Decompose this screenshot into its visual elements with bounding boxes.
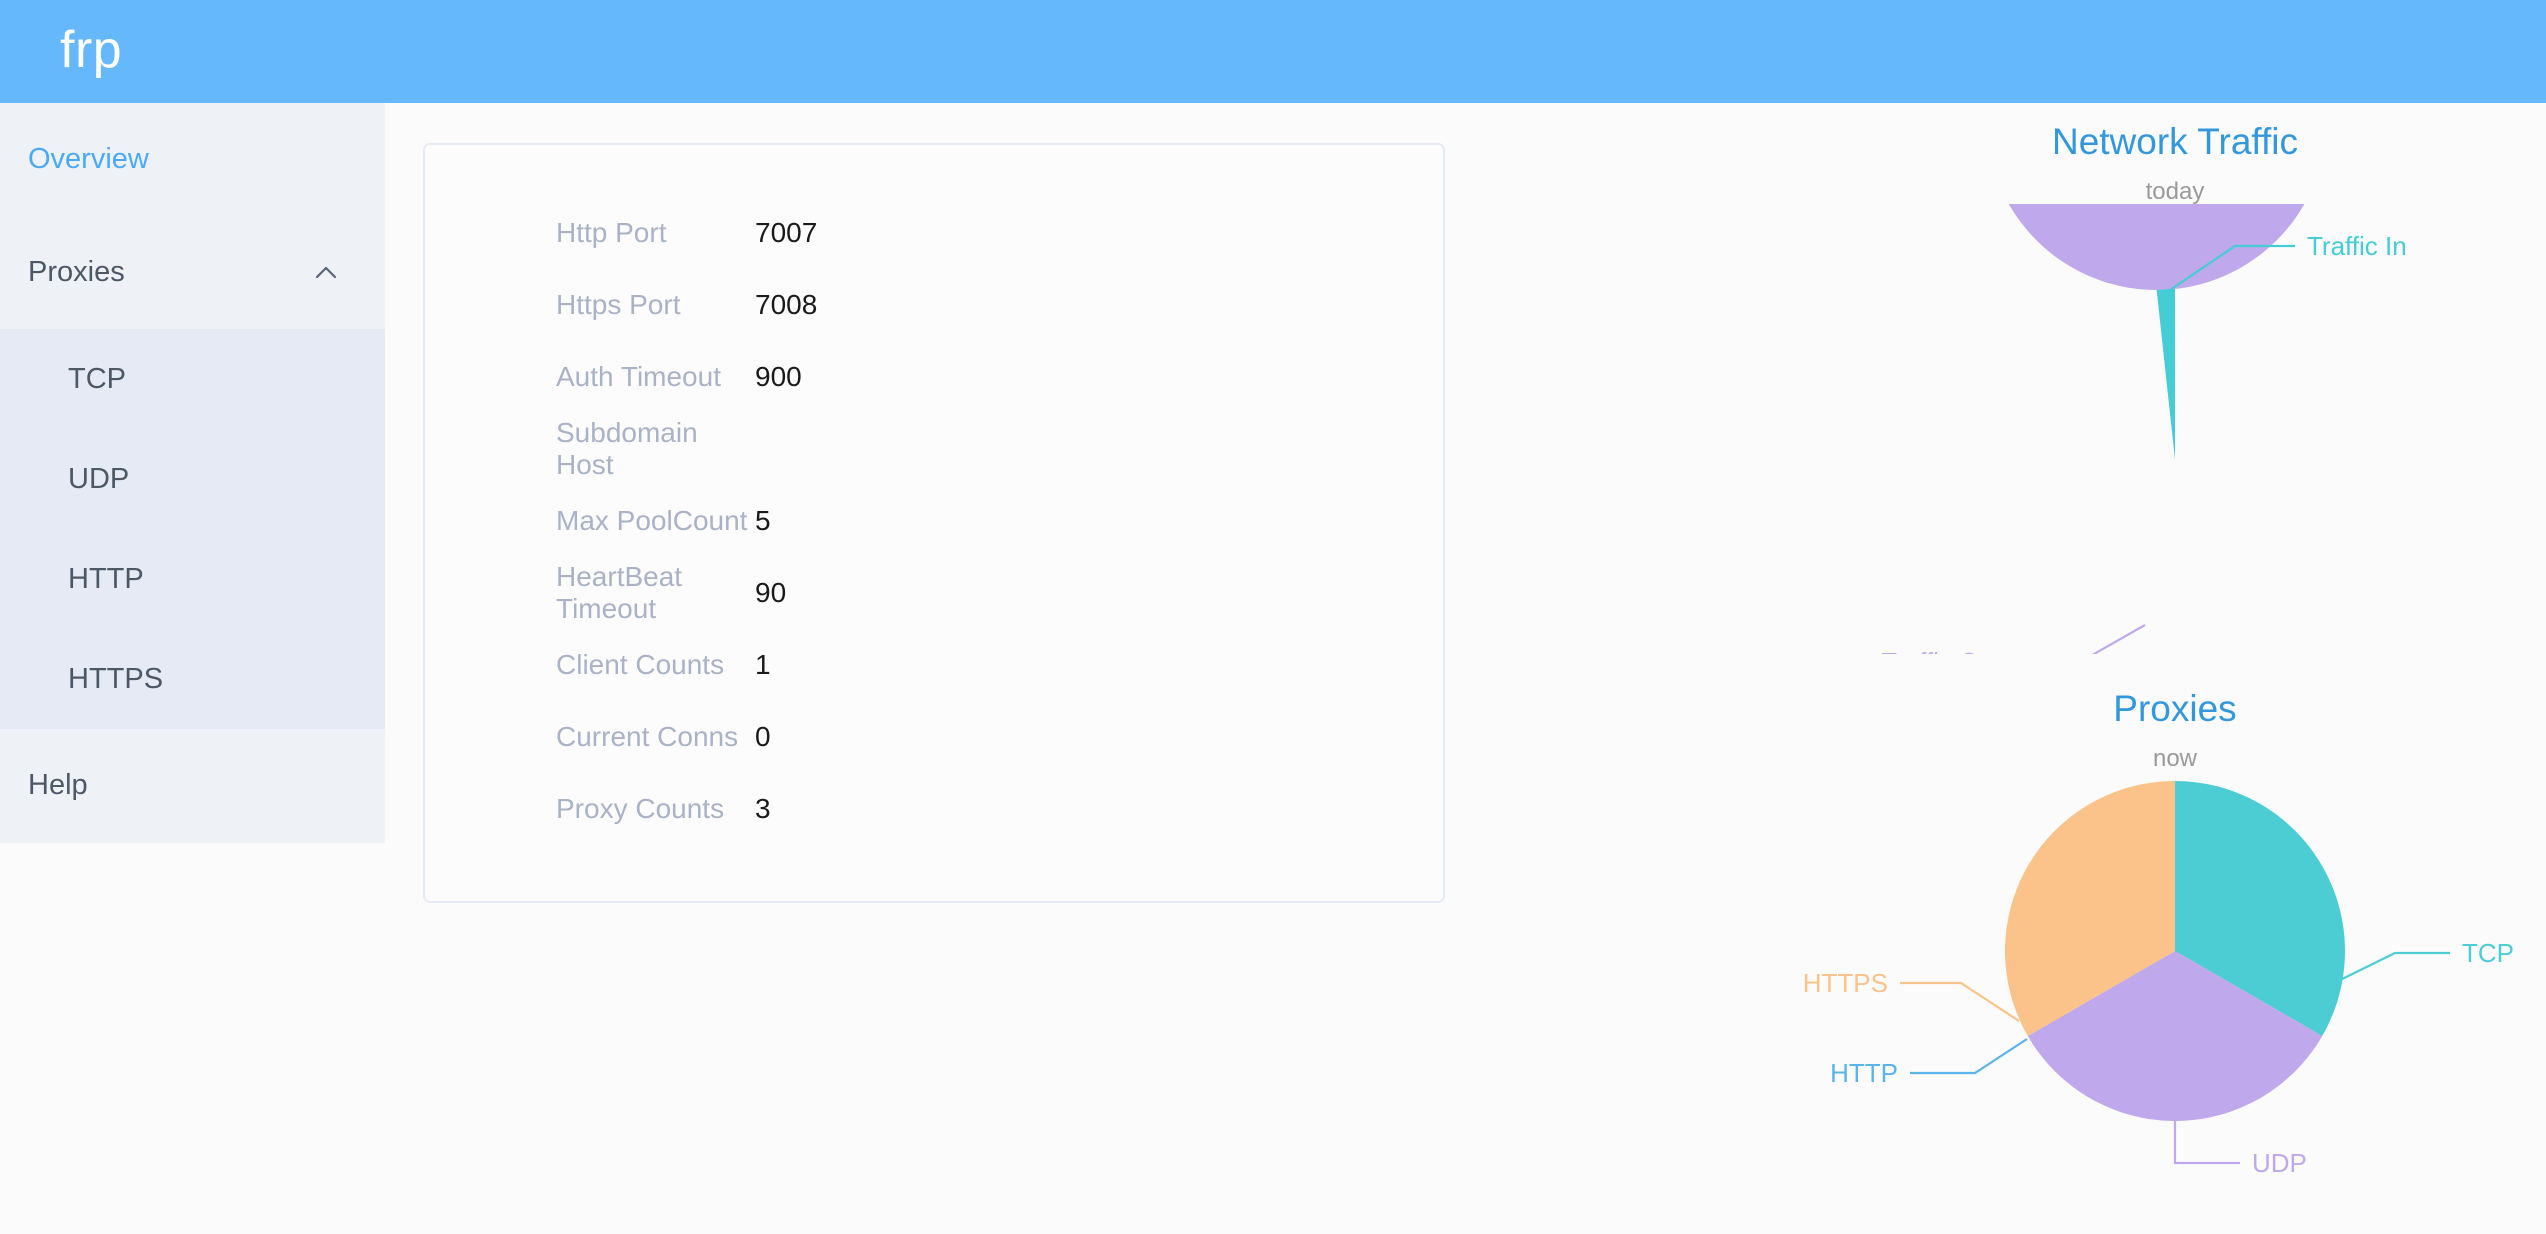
- table-row: Max PoolCount 5: [425, 485, 1443, 557]
- row-value: 90: [755, 577, 787, 608]
- sidebar-item-http-label: HTTP: [68, 562, 144, 595]
- app-header: frp: [0, 0, 2546, 103]
- row-key: Https Port: [556, 289, 681, 320]
- sidebar-item-https-label: HTTPS: [68, 662, 164, 695]
- proxies-pie: TCP UDP HTTPS HTTP: [1675, 771, 2546, 1211]
- pie-slice-https[interactable]: [2005, 781, 2175, 1036]
- row-value: 0: [755, 721, 771, 752]
- row-value: 3: [755, 793, 771, 824]
- row-key: Client Counts: [556, 649, 725, 680]
- row-value: 7008: [755, 289, 818, 320]
- row-key: Max PoolCount: [556, 505, 748, 536]
- pie-slice-traffic-out[interactable]: [1987, 204, 2327, 459]
- table-row: Client Counts 1: [425, 629, 1443, 701]
- row-value: [755, 413, 1443, 485]
- sidebar-item-https[interactable]: HTTPS: [0, 629, 385, 729]
- tcp-label: TCP: [2462, 938, 2514, 968]
- proxies-subtitle: now: [2152, 745, 2198, 772]
- table-row: HeartBeat Timeout 90: [425, 557, 1443, 629]
- sidebar-group-proxies[interactable]: Proxies: [0, 216, 385, 329]
- https-leader-line: [1900, 981, 2020, 1022]
- chevron-up-icon: [311, 258, 341, 288]
- row-key: Http Port: [556, 217, 667, 248]
- pie-slice-traffic-in[interactable]: [2156, 289, 2175, 459]
- network-traffic-title: Network Traffic: [2051, 121, 2299, 162]
- row-key: Subdomain Host: [556, 417, 698, 480]
- server-info-table: Http Port 7007 Https Port 7008 Auth Time…: [425, 197, 1443, 845]
- main-content: Http Port 7007 Https Port 7008 Auth Time…: [385, 103, 2546, 1234]
- table-row: Subdomain Host: [425, 413, 1443, 485]
- network-traffic-subtitle: today: [2145, 178, 2205, 205]
- sidebar-item-overview[interactable]: Overview: [0, 103, 385, 216]
- charts-column: Network Traffic today Traffic In Traffic: [1675, 103, 2546, 1234]
- http-label: HTTP: [1830, 1058, 1898, 1088]
- table-row: Https Port 7008: [425, 269, 1443, 341]
- row-value: 7007: [755, 217, 818, 248]
- traffic-in-label: Traffic In: [2307, 231, 2407, 261]
- udp-leader-line: [2173, 1121, 2240, 1165]
- row-key: Proxy Counts: [556, 793, 725, 824]
- pie-slice-udp[interactable]: [2027, 951, 2323, 1121]
- sidebar-item-tcp-label: TCP: [68, 362, 126, 395]
- sidebar-item-help-label: Help: [28, 769, 88, 801]
- sidebar-item-udp[interactable]: UDP: [0, 429, 385, 529]
- row-value: 5: [755, 505, 771, 536]
- sidebar-submenu-proxies: TCP UDP HTTP HTTPS: [0, 329, 385, 729]
- network-traffic-chart: Network Traffic today Traffic In Traffic: [1675, 103, 2546, 654]
- https-label: HTTPS: [1803, 968, 1888, 998]
- proxies-title: Proxies: [2113, 688, 2237, 729]
- http-leader-line: [1910, 1038, 2028, 1075]
- traffic-out-leader-line: [2091, 624, 2146, 654]
- tcp-leader-line: [2333, 951, 2450, 984]
- row-key: Auth Timeout: [556, 361, 721, 392]
- row-key: Current Conns: [556, 721, 739, 752]
- udp-label: UDP: [2252, 1148, 2307, 1178]
- sidebar: Overview Proxies TCP UDP HTTP HTTPS: [0, 103, 385, 843]
- table-row: Auth Timeout 900: [425, 341, 1443, 413]
- brand-logo[interactable]: frp: [60, 20, 123, 79]
- sidebar-item-http[interactable]: HTTP: [0, 529, 385, 629]
- proxies-chart: Proxies now TCP: [1675, 690, 2546, 1211]
- table-row: Proxy Counts 3: [425, 773, 1443, 845]
- row-value: 1: [755, 649, 771, 680]
- server-info-card: Http Port 7007 Https Port 7008 Auth Time…: [423, 143, 1445, 903]
- row-value: 900: [755, 361, 802, 392]
- traffic-in-leader-line: [2166, 244, 2295, 293]
- table-row: Http Port 7007: [425, 197, 1443, 269]
- network-traffic-pie: Traffic In Traffic Out: [1675, 204, 2546, 654]
- sidebar-item-help[interactable]: Help: [0, 729, 385, 842]
- sidebar-item-overview-label: Overview: [28, 143, 149, 175]
- sidebar-item-udp-label: UDP: [68, 462, 130, 495]
- pie-slice-tcp[interactable]: [2175, 781, 2345, 1036]
- sidebar-group-proxies-label: Proxies: [28, 256, 125, 288]
- table-row: Current Conns 0: [425, 701, 1443, 773]
- traffic-out-label: Traffic Out: [1881, 647, 2002, 654]
- sidebar-item-tcp[interactable]: TCP: [0, 329, 385, 429]
- row-key: HeartBeat Timeout: [556, 561, 683, 624]
